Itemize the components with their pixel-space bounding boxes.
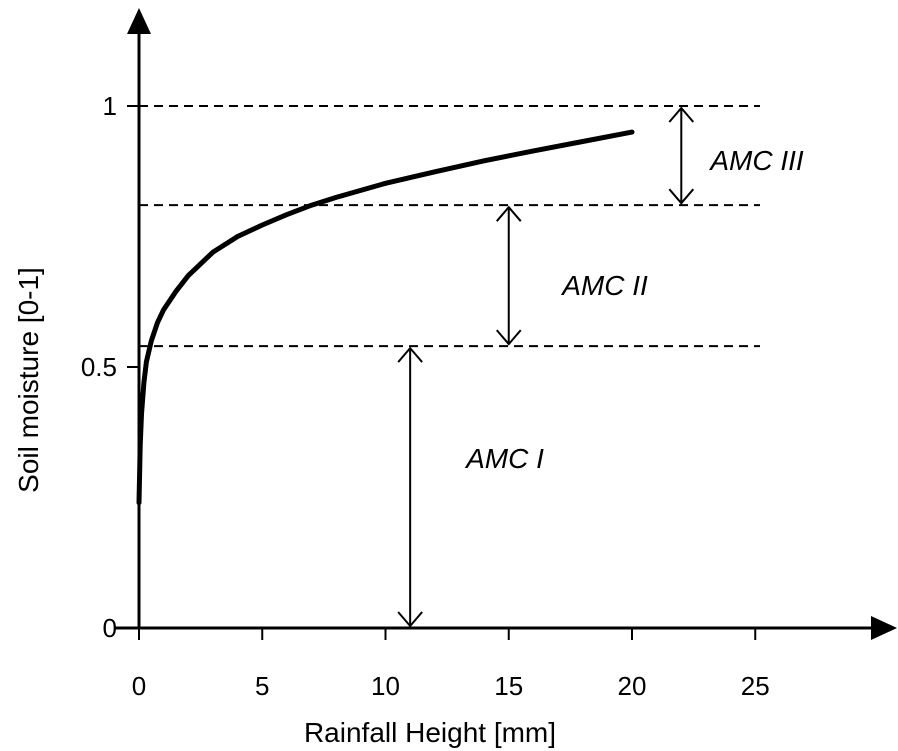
x-tick-label: 15 xyxy=(494,671,523,701)
range-arrows xyxy=(397,106,695,628)
y-axis-title: Soil moisture [0-1] xyxy=(13,267,44,493)
x-tick-label: 20 xyxy=(618,671,647,701)
zone-label: AMC I xyxy=(464,443,544,474)
range-arrow-head-bottom xyxy=(495,329,522,346)
x-tick-label: 5 xyxy=(255,671,269,701)
y-ticks: 00.51 xyxy=(81,91,139,643)
range-arrow-head-bottom xyxy=(668,188,695,205)
range-arrow-head-top xyxy=(495,205,522,222)
x-ticks: 0 5 10 15 20 25 xyxy=(132,628,770,701)
y-tick-label: 0 xyxy=(103,613,117,643)
x-tick-label: 0 xyxy=(132,671,146,701)
x-axis-arrowhead xyxy=(871,616,897,640)
x-tick-label: 10 xyxy=(371,671,400,701)
y-axis-arrowhead xyxy=(127,8,151,34)
series-line xyxy=(136,129,635,506)
zone-label: AMC II xyxy=(560,270,648,301)
range-arrow-head-bottom xyxy=(397,611,423,628)
x-axis-title: Rainfall Height [mm] xyxy=(304,717,556,748)
y-tick-label: 1 xyxy=(103,91,117,121)
y-tick-label: 0.5 xyxy=(81,352,117,382)
x-tick-label: 25 xyxy=(741,671,770,701)
zone-label: AMC III xyxy=(708,145,804,176)
reference-lines xyxy=(139,105,760,348)
range-arrow-head-top xyxy=(397,346,423,363)
axes xyxy=(115,8,897,640)
range-arrow-head-top xyxy=(668,106,695,123)
zone-labels: AMC I AMC II AMC III xyxy=(464,145,804,474)
